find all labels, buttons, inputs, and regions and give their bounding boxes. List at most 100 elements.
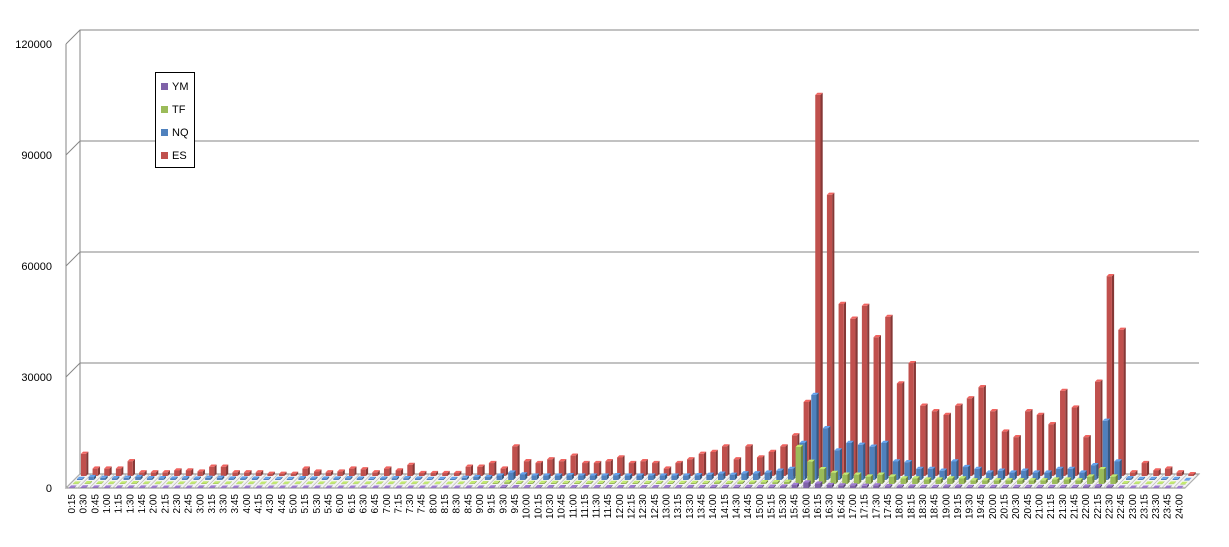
- bar-es: [780, 446, 786, 476]
- bar-side-es: [867, 303, 870, 476]
- bar-top-ym: [908, 484, 916, 487]
- bar-side-ym: [214, 485, 217, 488]
- bar-side-nq: [956, 459, 959, 480]
- bar-top-es: [1164, 466, 1173, 469]
- bar-side-ym: [190, 485, 193, 488]
- bar-side-nq: [874, 444, 877, 480]
- bar-side-tf: [159, 481, 162, 484]
- bar-top-es: [990, 409, 998, 412]
- bar-es: [1118, 329, 1124, 476]
- x-tick-label: 0:30: [79, 494, 90, 514]
- bar-top-es: [628, 460, 637, 464]
- bar-side-ym: [307, 485, 310, 488]
- bar-side-es: [703, 451, 707, 476]
- bar-side-tf: [637, 480, 640, 484]
- bar-tf: [1063, 479, 1069, 484]
- bar-top-tf: [772, 479, 780, 483]
- bar-top-es: [966, 396, 975, 399]
- bar-top-tf: [1098, 467, 1107, 470]
- bar-side-ym: [633, 485, 636, 488]
- bar-ym: [698, 487, 704, 488]
- bar-nq: [776, 470, 782, 480]
- bar-top-tf: [1028, 478, 1037, 481]
- bar-top-tf: [1145, 481, 1153, 484]
- bar-top-ym: [80, 485, 89, 488]
- bar-side-nq: [350, 475, 353, 480]
- bar-top-tf: [842, 472, 850, 475]
- bar-side-nq: [408, 475, 411, 480]
- bar-top-es: [768, 449, 777, 452]
- bar-side-ym: [936, 484, 939, 488]
- bar-top-tf: [853, 472, 862, 475]
- bar-ym: [1117, 487, 1124, 489]
- bar-side-nq: [711, 472, 714, 480]
- bar-side-es: [1007, 429, 1010, 476]
- bar-tf: [667, 482, 673, 484]
- bar-nq: [333, 478, 339, 480]
- x-tick-label: 12:30: [638, 494, 649, 519]
- bar-tf: [72, 483, 79, 485]
- bar-top-nq: [869, 444, 877, 447]
- bar-top-ym: [1129, 485, 1138, 488]
- floor-divider: [263, 473, 279, 489]
- bar-top-es: [1071, 405, 1080, 408]
- bar-top-ym: [570, 485, 578, 488]
- bar-nq: [508, 472, 514, 480]
- bar-top-es: [803, 399, 812, 402]
- bar-top-es: [593, 460, 602, 464]
- bar-tf: [1028, 480, 1034, 484]
- bar-side-ym: [540, 485, 543, 488]
- bar-side-ym: [318, 485, 322, 488]
- y-tick-label: 30000: [21, 372, 52, 384]
- bar-side-tf: [416, 481, 419, 484]
- floor-divider: [182, 473, 197, 489]
- bar-top-es: [663, 466, 672, 469]
- bar-top-nq: [776, 468, 784, 471]
- bar-tf: [783, 481, 790, 484]
- bar-ym: [488, 487, 494, 488]
- bar-side-tf: [311, 481, 314, 484]
- bar-side-es: [564, 459, 567, 476]
- bar-top-nq: [566, 472, 574, 476]
- bar-tf: [341, 483, 347, 485]
- bar-side-nq: [443, 476, 446, 480]
- bar-ym: [243, 487, 250, 489]
- gridline: [65, 140, 1199, 156]
- bar-top-tf: [644, 480, 652, 483]
- bar-side-ym: [1169, 485, 1173, 488]
- bar-tf: [422, 483, 428, 485]
- bar-tf: [504, 482, 510, 484]
- bar-side-es: [983, 385, 986, 476]
- bar-tf: [970, 480, 976, 484]
- x-tick-label: 18:00: [895, 494, 906, 519]
- bar-nq: [951, 461, 957, 480]
- bar-ym: [535, 487, 541, 488]
- bar-top-ym: [1176, 485, 1184, 488]
- bar-side-tf: [812, 459, 815, 484]
- bar-es: [663, 468, 669, 476]
- bar-ym: [337, 487, 343, 489]
- bar-side-nq: [1119, 459, 1122, 480]
- bar-side-tf: [299, 481, 302, 484]
- bar-side-ym: [412, 485, 415, 488]
- bar-es: [104, 468, 110, 476]
- x-tick-label: 3:00: [195, 494, 206, 514]
- bar-side-nq: [804, 440, 808, 480]
- bar-nq: [729, 474, 735, 480]
- bar-top-es: [220, 464, 229, 467]
- bar-side-tf: [253, 481, 256, 484]
- bar-side-tf: [952, 476, 955, 484]
- bar-top-nq: [123, 475, 131, 478]
- x-tick-label: 17:15: [860, 494, 871, 519]
- bar-side-nq: [187, 475, 190, 480]
- bar-top-nq: [310, 476, 318, 479]
- bar-es: [360, 469, 366, 476]
- bar-top-tf: [585, 480, 594, 483]
- bar-top-es: [185, 468, 194, 471]
- bar-top-nq: [88, 474, 97, 478]
- bar-side-es: [738, 457, 742, 476]
- bar-ym: [558, 487, 564, 488]
- bar-top-nq: [811, 392, 819, 395]
- bar-top-es: [931, 409, 940, 412]
